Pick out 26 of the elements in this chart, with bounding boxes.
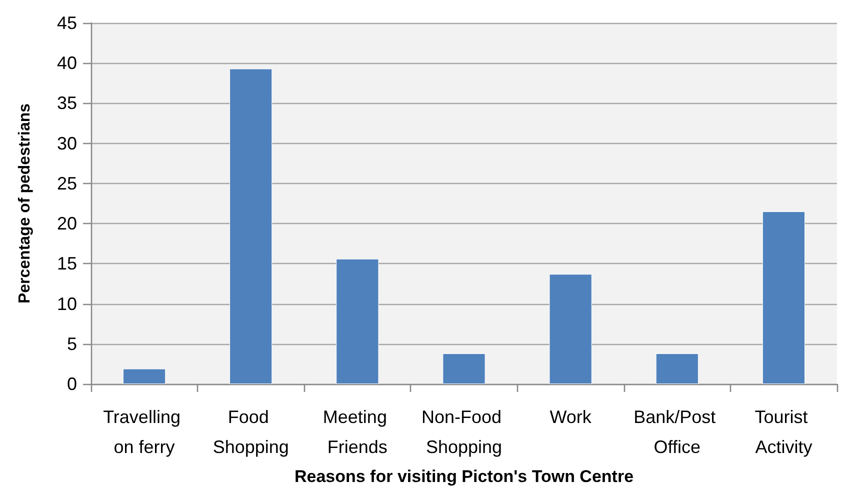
bar: [549, 274, 592, 384]
y-axis-title: Percentage of pedestrians: [16, 103, 34, 304]
x-tick-label: Work: [550, 407, 592, 427]
x-axis-title: Reasons for visiting Picton's Town Centre: [294, 467, 634, 486]
y-tick-label: 45: [56, 13, 77, 33]
y-tick-label: 25: [56, 173, 77, 194]
x-tick-label: Meeting Friends: [322, 407, 392, 457]
bar: [762, 212, 806, 384]
bar: [656, 354, 698, 384]
y-tick-label: 0: [66, 374, 77, 394]
y-tick-label: 40: [56, 53, 77, 74]
y-tick-label: 20: [56, 214, 77, 234]
x-tick-label: Tourist Activity: [754, 407, 813, 457]
y-tick-label: 5: [66, 334, 77, 354]
x-tick-label: Food Shopping: [212, 407, 289, 457]
x-tick-label: Bank/Post Office: [634, 407, 721, 457]
y-tick-label: 35: [56, 93, 77, 114]
y-tick-label: 30: [56, 133, 77, 154]
bar: [442, 354, 486, 384]
bar: [230, 68, 272, 384]
x-tick-label: Travelling on ferry: [103, 407, 186, 457]
bar: [336, 258, 379, 384]
y-tick-label: 15: [56, 254, 77, 274]
bar: [122, 368, 166, 384]
y-tick-label: 10: [56, 294, 77, 314]
x-tick-label: Non-Food Shopping: [421, 407, 507, 457]
